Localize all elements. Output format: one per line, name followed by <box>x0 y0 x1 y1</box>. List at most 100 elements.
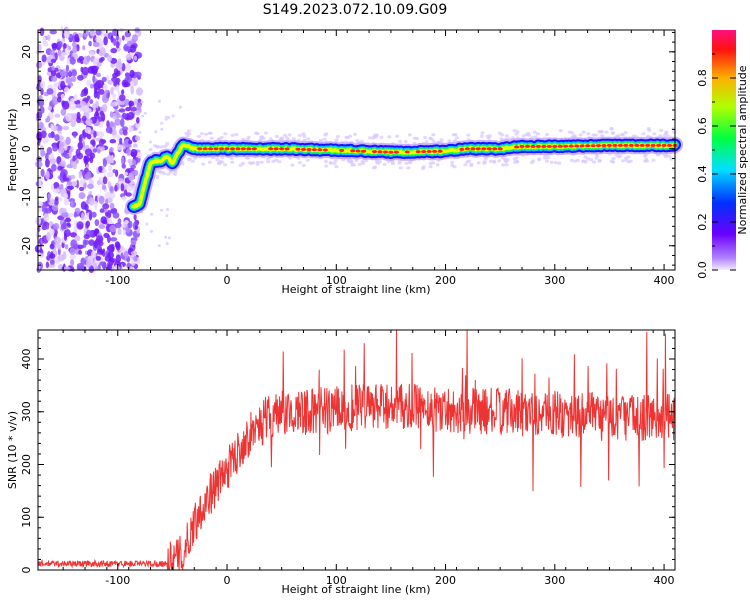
noise-speck <box>116 144 124 151</box>
noise-speck <box>234 133 239 137</box>
noise-speck <box>57 96 62 103</box>
noise-speck <box>112 72 118 79</box>
noise-speck <box>249 161 254 166</box>
noise-speck <box>178 105 182 109</box>
noise-speck <box>70 146 74 153</box>
noise-speck <box>546 156 551 160</box>
noise-speck <box>41 208 49 213</box>
noise-speck <box>86 171 92 180</box>
noise-speck <box>45 224 50 230</box>
ridge-peak <box>268 147 274 151</box>
ridge-peak <box>617 143 624 147</box>
noise-speck <box>77 141 83 151</box>
ridge-peak <box>197 147 203 151</box>
noise-speck <box>57 247 61 256</box>
noise-speck <box>73 94 78 102</box>
noise-speck <box>46 115 51 123</box>
noise-speck <box>188 157 193 161</box>
noise-speck <box>123 81 131 88</box>
noise-speck <box>110 48 118 54</box>
noise-speck <box>79 100 87 108</box>
noise-speck <box>49 259 55 265</box>
noise-speck <box>65 136 71 145</box>
ridge-peak <box>393 150 399 154</box>
noise-speck <box>63 43 67 49</box>
ridge-peak <box>535 144 542 148</box>
y-tick-label: -10 <box>20 188 33 206</box>
noise-speck <box>83 233 90 240</box>
noise-speck <box>415 136 420 141</box>
noise-speck <box>154 130 158 134</box>
noise-speck <box>463 163 468 167</box>
noise-speck <box>424 140 429 144</box>
noise-speck <box>121 163 126 169</box>
noise-speck <box>266 157 271 161</box>
noise-speck <box>49 253 56 259</box>
noise-speck <box>78 170 83 179</box>
noise-speck <box>124 46 131 51</box>
noise-speck <box>82 239 87 248</box>
noise-speck <box>68 198 76 203</box>
noise-speck <box>39 106 45 114</box>
noise-speck <box>287 133 292 137</box>
noise-speck <box>359 139 364 143</box>
noise-speck <box>71 69 77 77</box>
noise-speck <box>504 163 509 167</box>
noise-speck <box>624 158 629 162</box>
noise-speck <box>581 159 586 163</box>
noise-speck <box>352 163 357 167</box>
noise-speck <box>155 176 159 180</box>
noise-speck <box>106 93 110 99</box>
ridge-peak <box>579 144 585 148</box>
noise-speck <box>134 98 138 105</box>
noise-speck <box>109 147 114 153</box>
noise-speck <box>92 34 97 44</box>
noise-speck <box>651 158 656 162</box>
noise-speck <box>123 250 129 259</box>
noise-speck <box>121 89 125 95</box>
noise-speck <box>91 65 98 74</box>
noise-speck <box>121 196 127 201</box>
noise-speck <box>119 94 126 102</box>
noise-speck <box>70 259 75 266</box>
noise-speck <box>57 166 63 171</box>
noise-speck <box>83 155 90 163</box>
noise-speck <box>122 129 128 136</box>
noise-speck <box>127 159 133 164</box>
noise-speck <box>375 160 380 164</box>
noise-speck <box>134 135 141 141</box>
noise-speck <box>115 84 120 93</box>
noise-speck <box>127 111 134 120</box>
noise-speck <box>135 71 142 78</box>
noise-speck <box>76 244 85 249</box>
noise-speck <box>112 212 120 219</box>
noise-speck <box>669 157 674 161</box>
noise-speck <box>121 35 125 41</box>
noise-speck <box>42 136 49 144</box>
noise-speck <box>187 132 192 136</box>
noise-speck <box>84 203 89 211</box>
noise-speck <box>50 184 55 190</box>
noise-speck <box>42 36 47 45</box>
noise-speck <box>553 161 558 165</box>
noise-speck <box>567 130 572 134</box>
noise-speck <box>95 29 102 36</box>
noise-speck <box>117 228 122 235</box>
noise-speck <box>109 139 117 144</box>
spectrogram-ylabel: Frequency (Hz) <box>6 109 19 192</box>
x-tick-label: 400 <box>654 574 675 587</box>
ridge-peak <box>388 150 394 154</box>
noise-speck <box>51 65 55 71</box>
x-tick-label: 200 <box>435 274 456 287</box>
noise-speck <box>328 161 333 165</box>
noise-speck <box>49 49 56 56</box>
noise-speck <box>667 154 672 158</box>
noise-speck <box>134 225 138 230</box>
noise-speck <box>113 38 117 46</box>
noise-speck <box>132 159 137 167</box>
noise-speck <box>86 79 92 86</box>
noise-speck <box>480 131 485 135</box>
noise-speck <box>492 160 497 164</box>
noise-speck <box>95 36 101 42</box>
